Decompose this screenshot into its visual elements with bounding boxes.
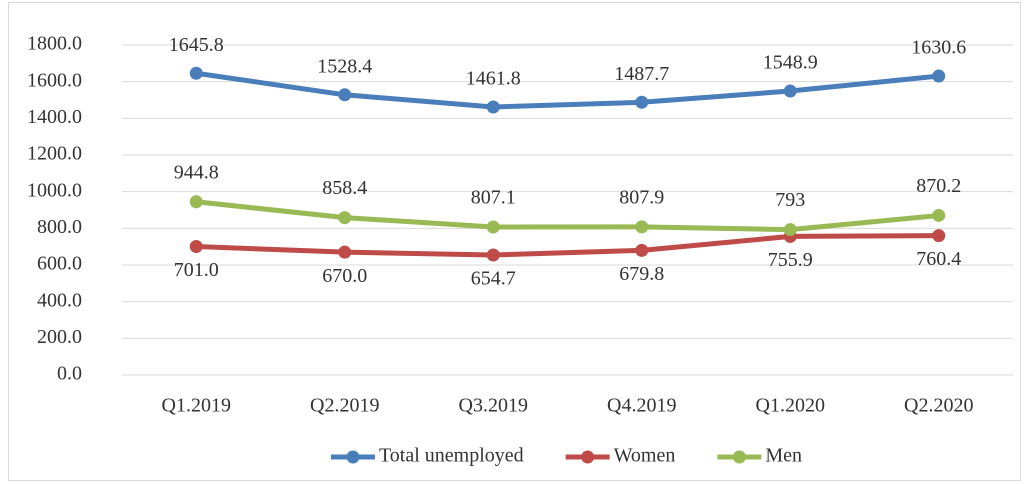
legend-label: Men xyxy=(765,445,802,467)
y-tick-label: 1600.0 xyxy=(27,69,82,91)
y-tick-label: 1800.0 xyxy=(27,33,82,55)
x-tick-label: Q2.2019 xyxy=(310,395,379,417)
data-label: 679.8 xyxy=(619,263,664,285)
legend-label: Total unemployed xyxy=(379,445,524,467)
data-point xyxy=(189,239,203,253)
y-tick-label: 600.0 xyxy=(37,253,82,275)
x-tick-label: Q1.2020 xyxy=(756,395,825,417)
data-point xyxy=(189,195,203,209)
data-label: 807.1 xyxy=(471,187,516,209)
data-point xyxy=(635,243,649,257)
data-label: 755.9 xyxy=(768,249,813,271)
legend-label: Women xyxy=(614,445,676,467)
data-point xyxy=(189,66,203,80)
data-point xyxy=(338,245,352,259)
x-tick-label: Q2.2020 xyxy=(904,395,973,417)
y-tick-label: 1000.0 xyxy=(27,179,82,201)
x-tick-label: Q4.2019 xyxy=(607,395,676,417)
series-line xyxy=(196,233,939,258)
data-label: 944.8 xyxy=(174,161,219,183)
data-label: 1630.6 xyxy=(911,37,966,59)
data-point xyxy=(635,220,649,234)
y-tick-label: 1200.0 xyxy=(27,143,82,165)
legend-marker xyxy=(346,450,360,464)
data-point xyxy=(932,208,946,222)
data-label: 1461.8 xyxy=(466,68,521,90)
data-label: 858.4 xyxy=(322,177,367,199)
data-point xyxy=(338,211,352,225)
y-tick-label: 1400.0 xyxy=(27,106,82,128)
legend-marker xyxy=(581,450,595,464)
data-point xyxy=(338,88,352,102)
data-point xyxy=(486,100,500,114)
data-point xyxy=(932,69,946,83)
data-point xyxy=(635,95,649,109)
data-label: 670.0 xyxy=(322,265,367,287)
y-tick-label: 200.0 xyxy=(37,326,82,348)
y-tick-label: 800.0 xyxy=(37,216,82,238)
data-label: 870.2 xyxy=(916,175,961,197)
data-label: 654.7 xyxy=(471,268,516,290)
y-tick-label: 0.0 xyxy=(57,363,82,385)
legend-marker xyxy=(732,450,746,464)
x-tick-label: Q3.2019 xyxy=(459,395,528,417)
data-point xyxy=(783,84,797,98)
data-label: 1645.8 xyxy=(169,34,224,56)
series-line xyxy=(195,70,940,110)
data-label: 701.0 xyxy=(174,259,219,281)
x-tick-label: Q1.2019 xyxy=(162,395,231,417)
y-tick-label: 400.0 xyxy=(37,289,82,311)
data-label: 1528.4 xyxy=(317,55,372,77)
data-label: 1487.7 xyxy=(614,63,669,85)
data-point xyxy=(783,223,797,237)
data-label: 793 xyxy=(775,189,805,211)
data-label: 1548.9 xyxy=(763,52,818,74)
data-point xyxy=(932,229,946,243)
data-label: 807.9 xyxy=(619,186,664,208)
series-line xyxy=(195,199,939,233)
data-point xyxy=(486,248,500,262)
data-label: 760.4 xyxy=(916,248,961,270)
data-point xyxy=(486,220,500,234)
